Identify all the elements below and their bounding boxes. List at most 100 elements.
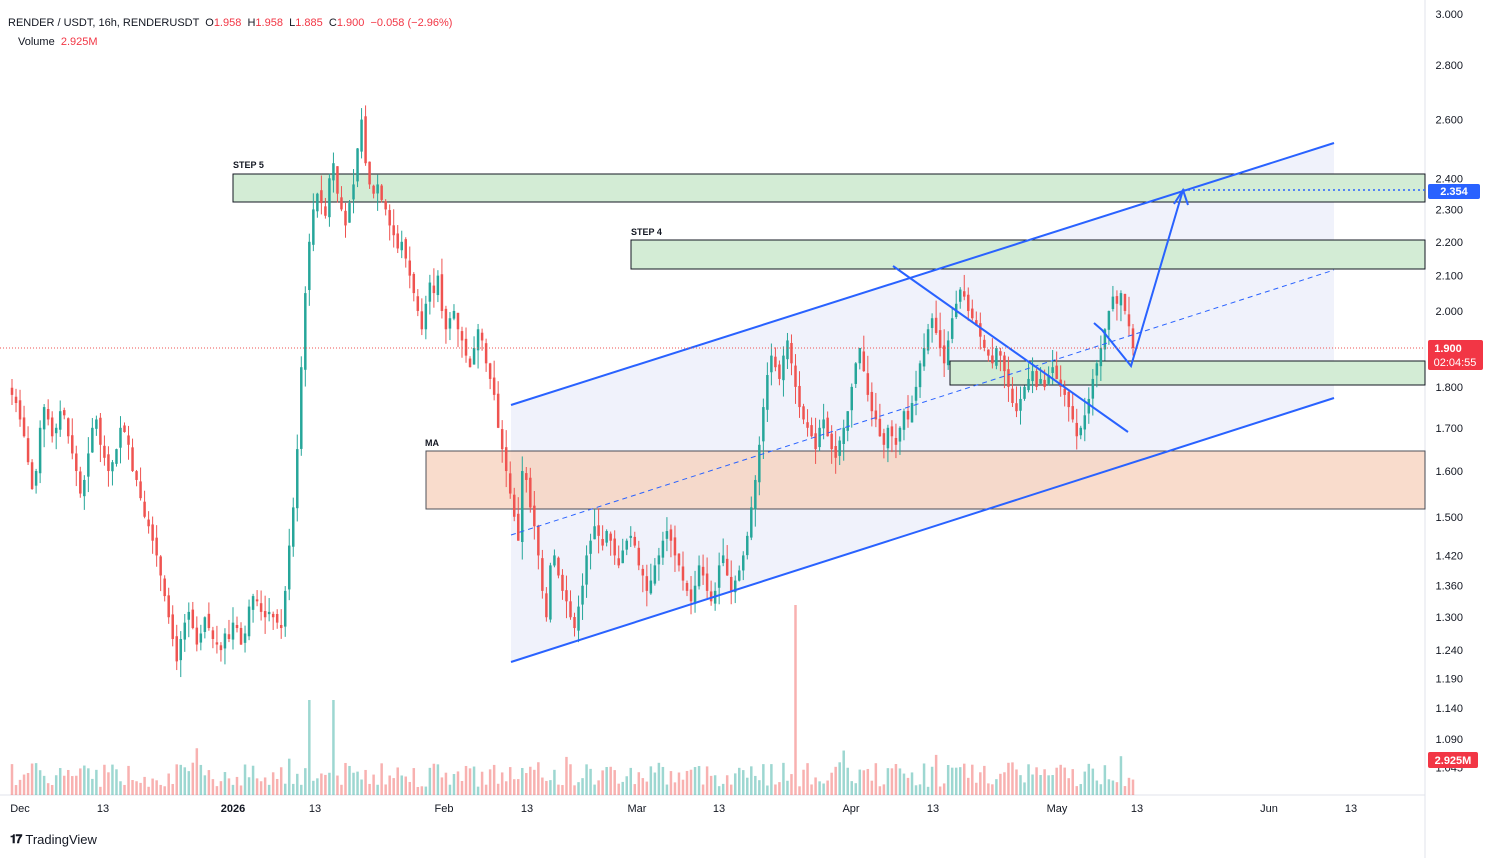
volume-bar — [637, 772, 641, 795]
volume-bar — [1071, 769, 1074, 795]
volume-bar — [999, 773, 1002, 795]
volume-bar — [336, 775, 339, 795]
low-label: L — [289, 17, 296, 29]
volume-bar — [87, 768, 90, 795]
candle-body — [746, 535, 749, 556]
volume-bar — [725, 775, 729, 795]
candle-body — [605, 531, 608, 543]
candle-body — [790, 342, 793, 364]
step4-label: STEP 4 — [631, 227, 662, 237]
candle-body — [894, 437, 898, 445]
candle-body — [271, 613, 275, 618]
candle-body — [34, 471, 38, 486]
volume-bar — [1099, 784, 1103, 795]
candle-body — [492, 377, 496, 395]
target-price-text: 2.354 — [1440, 186, 1468, 198]
candle-body — [1099, 348, 1103, 367]
symbol-label[interactable]: RENDER / USDT, 16h, RENDERUSDT — [8, 17, 200, 29]
candle-body — [155, 537, 158, 556]
candle-body — [991, 355, 994, 364]
time-tick: Jun — [1260, 803, 1278, 815]
candle-body — [404, 239, 408, 259]
volume-bar — [721, 783, 725, 795]
volume-badge-text: 2.925M — [1435, 755, 1472, 767]
brand[interactable]: 𝟏𝟕 TradingView — [10, 832, 97, 847]
volume-bar — [468, 768, 472, 795]
candle-body — [504, 447, 508, 472]
volume-bar — [737, 767, 741, 795]
volume-bar — [480, 771, 484, 795]
volume-badge — [1428, 752, 1478, 768]
volume-bar — [850, 781, 853, 795]
candle-body — [637, 547, 641, 566]
target-price-badge — [1428, 184, 1480, 199]
candle-body — [950, 318, 954, 339]
candle-body — [854, 363, 858, 384]
channel-lower-line — [510, 397, 1335, 663]
price-tick: 2.600 — [1435, 115, 1463, 127]
candle-body — [673, 537, 677, 556]
ma-label: MA — [425, 438, 439, 448]
volume-bar — [1003, 772, 1006, 795]
volume-bar — [1103, 765, 1107, 795]
step5-zone — [232, 173, 1426, 203]
candle-body — [1131, 328, 1135, 348]
candle-body — [139, 481, 142, 499]
volume-bar — [766, 785, 769, 795]
support-zone — [949, 360, 1426, 386]
candle-body — [1067, 391, 1070, 408]
candle-body — [287, 545, 291, 590]
candle-body — [1111, 296, 1115, 310]
candle-body — [922, 348, 926, 367]
volume-bar — [1023, 782, 1026, 795]
volume-bar — [320, 773, 323, 795]
candle-body — [99, 417, 102, 445]
candle-body — [565, 590, 568, 602]
candle-body — [641, 568, 645, 576]
candle-body — [946, 340, 950, 366]
volume-bar — [681, 779, 685, 795]
candle-body — [87, 453, 90, 477]
candle-body — [709, 591, 713, 602]
candle-body — [942, 345, 946, 364]
volume-bar — [746, 777, 749, 795]
time-tick: 2026 — [221, 803, 245, 815]
time-tick: 13 — [309, 803, 321, 815]
volume-bar — [537, 762, 540, 795]
price-tick: 1.300 — [1435, 612, 1463, 624]
candle-body — [1023, 386, 1026, 399]
volume-bar — [834, 766, 837, 795]
candle-body — [300, 367, 303, 449]
candle-body — [480, 332, 484, 341]
volume-bar — [963, 763, 966, 795]
candle-body — [701, 566, 705, 576]
volume-bar — [143, 776, 146, 795]
candle-body — [878, 418, 882, 437]
candle-body — [665, 531, 669, 539]
candle-body — [705, 573, 709, 591]
candle-body — [517, 513, 520, 541]
candle-body — [677, 553, 681, 566]
candle-body — [697, 565, 701, 587]
time-tick: 13 — [97, 803, 109, 815]
volume-bar — [593, 784, 596, 795]
time-axis[interactable]: Dec 13 2026 13 Feb 13 Mar 13 Apr 13 May 13 Jun 13 — [10, 803, 1357, 815]
candle-body — [259, 603, 263, 612]
price-axis[interactable]: 3.000 2.800 2.600 2.400 2.300 2.200 2.100 2.000… — [1435, 9, 1463, 775]
volume-bar — [360, 779, 363, 795]
volume-bar — [661, 766, 665, 795]
candle-body — [432, 285, 436, 294]
volume-bar — [263, 777, 267, 795]
candle-body — [846, 411, 849, 431]
candle-body — [46, 408, 50, 420]
volume-bar — [500, 772, 504, 795]
volume-bar — [243, 764, 247, 795]
candle-body — [1103, 329, 1107, 350]
volume-bar — [991, 784, 994, 795]
candle-body — [810, 425, 813, 437]
volume-bar — [794, 605, 797, 795]
volume-bar — [1031, 774, 1034, 795]
candle-body — [324, 206, 327, 216]
volume-bar — [657, 762, 661, 795]
